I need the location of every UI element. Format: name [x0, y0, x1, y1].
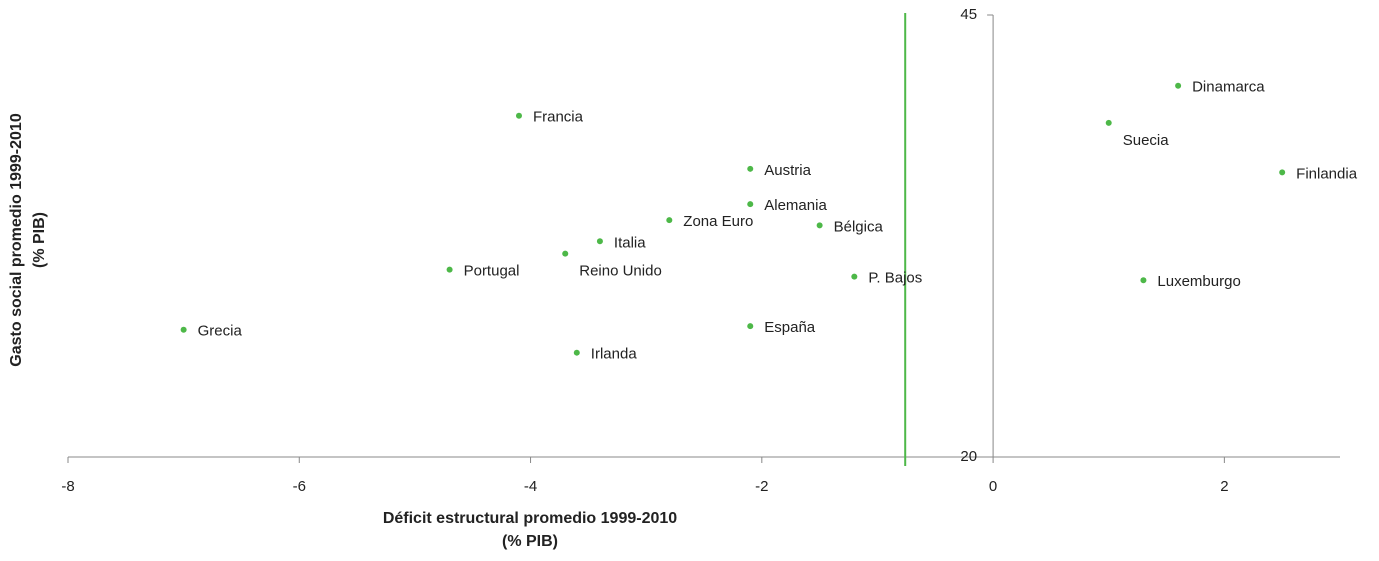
point-label: Bélgica	[834, 218, 884, 235]
point	[446, 266, 453, 273]
point	[851, 273, 858, 280]
point	[1105, 119, 1112, 126]
point	[1279, 169, 1286, 176]
point	[180, 326, 187, 333]
point	[1175, 82, 1182, 89]
point	[1140, 277, 1147, 284]
point	[666, 217, 673, 224]
point	[747, 201, 754, 208]
y-axis-label: (% PIB)	[31, 212, 48, 268]
point-label: Reino Unido	[579, 263, 662, 280]
y-tick-label: 20	[960, 448, 977, 465]
point	[747, 323, 754, 330]
point	[573, 349, 580, 356]
x-axis-label: Déficit estructural promedio 1999-2010	[383, 510, 677, 527]
point-label: Irlanda	[591, 346, 638, 363]
x-tick-label: -6	[293, 478, 306, 495]
y-tick-label: 45	[960, 6, 977, 23]
point-label: Alemania	[764, 197, 827, 214]
x-axis-label: (% PIB)	[502, 533, 558, 550]
point-label: Zona Euro	[683, 213, 753, 230]
point-label: Italia	[614, 234, 646, 251]
x-tick-label: -8	[61, 478, 74, 495]
point-label: España	[764, 319, 816, 336]
point-label: Grecia	[198, 323, 243, 340]
point-label: Austria	[764, 162, 811, 179]
point-label: Dinamarca	[1192, 79, 1265, 96]
x-tick-label: -4	[524, 478, 537, 495]
point	[816, 222, 823, 229]
point	[515, 112, 522, 119]
point	[747, 165, 754, 172]
x-tick-label: 0	[989, 478, 997, 495]
point	[596, 238, 603, 245]
point-label: Suecia	[1123, 132, 1170, 149]
point-label: P. Bajos	[868, 270, 922, 287]
x-tick-label: -2	[755, 478, 768, 495]
point	[562, 250, 569, 257]
y-axis-label: Gasto social promedio 1999-2010	[8, 113, 25, 367]
x-tick-label: 2	[1220, 478, 1228, 495]
point-label: Finlandia	[1296, 165, 1358, 182]
point-label: Francia	[533, 109, 584, 126]
point-label: Luxemburgo	[1157, 273, 1240, 290]
point-label: Portugal	[464, 263, 520, 280]
